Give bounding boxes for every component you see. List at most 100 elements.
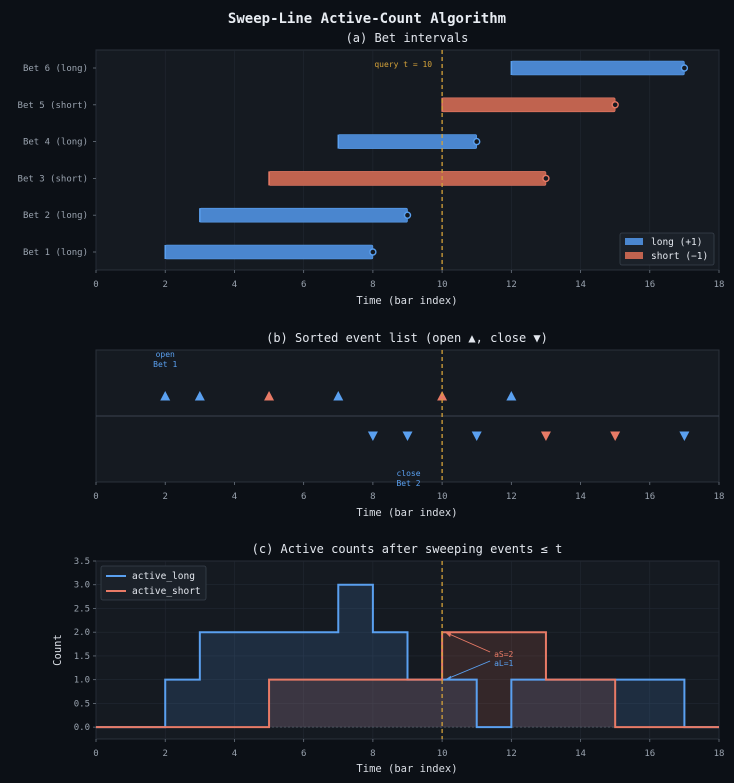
close-event-marker <box>679 431 690 441</box>
x-tick-label: 18 <box>714 280 725 290</box>
legend-active-long-label: active_long <box>132 571 195 582</box>
panel-a-title: (a) Bet intervals <box>346 31 469 45</box>
legend-active-short-label: active_short <box>132 586 201 597</box>
y-tick-label: 0.5 <box>74 699 90 709</box>
panel-c: (c) Active counts after sweeping events … <box>52 542 724 775</box>
x-tick-label: 12 <box>506 280 517 290</box>
close-event-marker <box>471 431 482 441</box>
x-tick-label: 14 <box>575 492 586 502</box>
x-tick-label: 6 <box>301 280 306 290</box>
x-tick-label: 18 <box>714 749 725 759</box>
x-tick-label: 0 <box>93 749 98 759</box>
open-event-marker <box>333 391 344 401</box>
bet-end-marker <box>680 64 689 72</box>
active_long-line <box>96 583 719 729</box>
bet-bar-6 <box>511 60 685 76</box>
x-tick-label: 6 <box>301 749 306 759</box>
event-annotation: Bet 2 <box>396 479 420 488</box>
x-tick-label: 18 <box>714 492 725 502</box>
bet-bar-1 <box>164 244 374 260</box>
y-tick-label: 2.5 <box>74 604 90 614</box>
x-tick-label: 10 <box>437 492 448 502</box>
x-tick-label: 0 <box>93 492 98 502</box>
event-annotation: close <box>396 469 420 478</box>
x-tick-label: 4 <box>232 280 237 290</box>
x-tick-label: 12 <box>506 492 517 502</box>
bet-bar-5 <box>441 97 616 113</box>
bet-label: Bet 5 (short) <box>18 101 88 111</box>
x-tick-label: 2 <box>163 280 168 290</box>
legend-short-swatch <box>625 252 643 259</box>
bet-end-marker <box>611 101 619 109</box>
panel-a-plot-area <box>95 49 720 271</box>
y-tick-label: 1.5 <box>74 652 90 662</box>
annotation-arrowhead <box>445 675 452 681</box>
x-tick-label: 6 <box>301 492 306 502</box>
x-tick-label: 4 <box>232 749 237 759</box>
panel-b-title: (b) Sorted event list (open ▲, close ▼) <box>266 331 548 345</box>
x-tick-label: 16 <box>644 749 655 759</box>
figure-title: Sweep-Line Active-Count Algorithm <box>228 11 506 27</box>
panel-c-title: (c) Active counts after sweeping events … <box>252 542 563 556</box>
event-annotation: open <box>156 350 175 359</box>
bet-bar-2 <box>199 207 408 223</box>
panel-a: (a) Bet intervals Bet 1 (long) Bet 2 (lon… <box>18 31 725 307</box>
annotation-label: aS=2 <box>494 650 513 659</box>
x-tick-label: 4 <box>232 492 237 502</box>
x-tick-label: 14 <box>575 749 586 759</box>
annotation-arrow <box>444 631 491 653</box>
open-event-marker <box>264 391 275 401</box>
annotation-arrow <box>444 660 491 681</box>
legend-short-label: short (−1) <box>651 251 708 262</box>
y-tick-label: 0.0 <box>74 723 90 733</box>
panel-b-xlabel: Time (bar index) <box>356 507 457 519</box>
x-tick-label: 2 <box>163 492 168 502</box>
open-event-marker <box>506 391 517 401</box>
bet-label: Bet 3 (short) <box>18 174 88 184</box>
panel-a-xlabel: Time (bar index) <box>356 295 457 307</box>
open-event-marker <box>160 391 171 401</box>
panel-c-xlabel: Time (bar index) <box>356 763 457 775</box>
close-event-marker <box>367 431 378 441</box>
x-tick-label: 12 <box>506 749 517 759</box>
annotation-label: aL=1 <box>494 659 513 668</box>
legend-box <box>100 565 207 601</box>
query-label: query t = 10 <box>374 60 432 69</box>
legend-box <box>619 232 715 266</box>
close-event-marker <box>610 431 621 441</box>
y-tick-label: 2.0 <box>74 628 90 638</box>
event-annotation: Bet 1 <box>153 360 177 369</box>
x-tick-label: 10 <box>437 280 448 290</box>
panel-a-legend: long (+1) short (−1) <box>619 232 715 266</box>
y-tick-label: 3.0 <box>74 581 90 591</box>
x-tick-label: 8 <box>370 749 375 759</box>
x-tick-label: 10 <box>437 749 448 759</box>
y-tick-label: 3.5 <box>74 557 90 567</box>
open-event-marker <box>194 391 205 401</box>
close-event-marker <box>402 431 413 441</box>
bet-bar-4 <box>337 134 478 149</box>
bet-end-marker <box>369 248 377 256</box>
x-tick-label: 14 <box>575 280 586 290</box>
panel-c-ylabel: Count <box>52 634 64 666</box>
legend-long-swatch <box>625 238 643 245</box>
x-tick-label: 0 <box>93 280 98 290</box>
bet-bar-3 <box>268 171 547 186</box>
bet-label: Bet 2 (long) <box>23 211 88 221</box>
bet-label: Bet 4 (long) <box>23 138 88 148</box>
x-tick-label: 2 <box>163 749 168 759</box>
x-tick-label: 16 <box>644 492 655 502</box>
close-event-marker <box>540 431 551 441</box>
x-tick-label: 16 <box>644 280 655 290</box>
bet-end-marker <box>542 174 550 183</box>
legend-long-label: long (+1) <box>651 237 702 248</box>
y-tick-label: 1.0 <box>74 676 90 686</box>
panel-b: (b) Sorted event list (open ▲, close ▼) … <box>93 331 724 519</box>
x-tick-label: 8 <box>370 280 375 290</box>
x-tick-label: 8 <box>370 492 375 502</box>
bet-end-marker <box>403 211 412 219</box>
active_short-line <box>96 631 719 729</box>
bet-label: Bet 6 (long) <box>23 64 88 74</box>
bet-label: Bet 1 (long) <box>23 248 88 258</box>
